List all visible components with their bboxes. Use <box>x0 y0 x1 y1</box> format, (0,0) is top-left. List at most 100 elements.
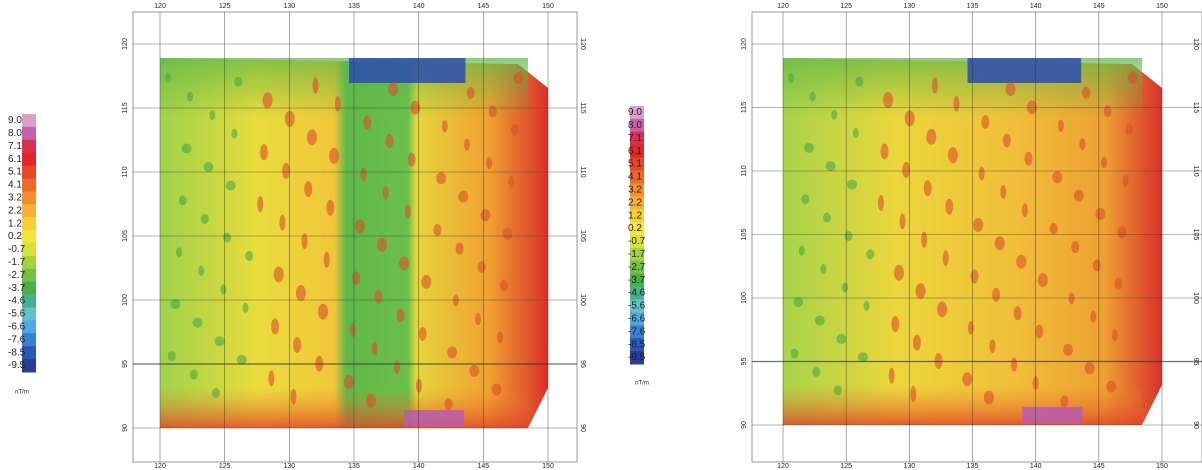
survey-feature <box>284 110 295 127</box>
survey-feature <box>912 334 921 351</box>
survey-feature <box>812 366 821 377</box>
survey-feature <box>1090 310 1097 323</box>
survey-feature <box>176 247 183 258</box>
colorbar-swatch <box>630 118 644 133</box>
colorbar-label: -5.6 <box>628 301 646 312</box>
survey-feature <box>262 92 273 109</box>
x-tick-label: 120 <box>154 3 166 10</box>
x-tick-label: 120 <box>154 463 166 470</box>
survey-feature <box>480 209 491 222</box>
y-tick-label: 105 <box>741 229 748 241</box>
survey-feature <box>178 195 187 206</box>
survey-feature <box>820 264 827 275</box>
colorbar-swatch <box>22 307 36 321</box>
survey-feature <box>352 271 361 286</box>
colorbar-label: 6.1 <box>8 154 22 165</box>
survey-feature <box>967 320 974 335</box>
y-tick-label: 115 <box>1192 102 1199 113</box>
survey-feature <box>847 179 858 190</box>
colorbar-label: -6.6 <box>8 321 26 332</box>
survey-feature <box>200 213 209 224</box>
colorbar-swatch <box>630 351 644 365</box>
colorbar-label: -3.7 <box>628 275 646 286</box>
survey-feature <box>421 274 432 289</box>
survey-feature <box>844 230 853 241</box>
survey-feature <box>1095 207 1106 220</box>
survey-feature <box>863 300 870 311</box>
survey-feature <box>793 297 804 308</box>
colorbar-swatch <box>630 299 644 313</box>
colorbar-swatch <box>630 260 644 275</box>
survey-feature <box>170 299 181 310</box>
colorbar-swatch <box>22 217 36 231</box>
y-tick-label: 110 <box>122 166 129 177</box>
survey-feature <box>209 110 216 121</box>
colorbar-swatch <box>630 222 644 236</box>
x-tick-label: 130 <box>283 463 295 470</box>
survey-feature <box>304 181 313 198</box>
survey-feature <box>841 282 848 293</box>
survey-feature <box>970 269 979 284</box>
colorbar-label: -0.7 <box>628 236 646 247</box>
survey-feature <box>271 318 280 335</box>
survey-feature <box>444 398 453 411</box>
colorbar-swatch <box>22 191 36 205</box>
survey-feature <box>223 232 232 243</box>
survey-feature <box>926 128 937 145</box>
map-frame <box>751 11 1202 463</box>
colorbar-label: -8.5 <box>628 339 646 350</box>
survey-feature <box>466 86 475 99</box>
colorbar-label: 8.0 <box>628 120 642 131</box>
colorbar-swatch <box>22 359 36 373</box>
survey-feature <box>1079 138 1086 151</box>
survey-feature <box>236 354 247 365</box>
survey-feature <box>365 393 376 408</box>
colorbar-label: -7.6 <box>628 326 646 337</box>
survey-feature <box>899 213 906 230</box>
survey-feature <box>242 302 249 313</box>
survey-feature <box>475 313 482 326</box>
survey-feature <box>904 110 915 127</box>
colorbar-label: -9.5 <box>628 352 646 363</box>
y-tick-label: 105 <box>1192 229 1199 241</box>
x-tick-label: 135 <box>348 463 360 470</box>
survey-feature <box>192 317 203 328</box>
survey-feature <box>978 166 985 181</box>
survey-feature <box>788 73 794 83</box>
colorbar-label: -4.6 <box>8 296 26 307</box>
survey-feature <box>447 346 458 359</box>
survey-feature <box>1103 105 1112 118</box>
x-tick-label: 135 <box>967 463 979 470</box>
survey-feature <box>499 279 508 292</box>
y-tick-label: 100 <box>1192 292 1199 304</box>
survey-feature <box>1111 329 1118 342</box>
x-tick-label: 145 <box>477 3 489 10</box>
survey-feature <box>399 256 410 271</box>
survey-feature <box>488 105 497 118</box>
survey-feature <box>181 143 192 154</box>
colorbar-swatch <box>22 152 36 167</box>
colorbar-swatch <box>22 114 36 128</box>
survey-feature <box>374 289 383 304</box>
survey-feature <box>231 128 238 139</box>
colorbar-swatch <box>630 131 644 146</box>
colorbar-swatch <box>22 178 36 192</box>
survey-feature <box>921 231 928 248</box>
y-tick-label: 105 <box>122 230 129 242</box>
survey-feature <box>833 385 842 396</box>
survey-feature <box>282 162 291 179</box>
survey-feature <box>312 77 319 94</box>
colorbar-label: 0.2 <box>628 223 642 234</box>
survey-feature <box>371 341 378 356</box>
x-tick-label: 125 <box>219 3 231 10</box>
colorbar-swatch <box>630 286 644 300</box>
survey-feature <box>1125 123 1134 136</box>
survey-feature <box>1071 241 1080 254</box>
survey-feature <box>836 333 847 344</box>
survey-feature <box>857 352 868 363</box>
x-tick-label: 150 <box>1156 463 1168 470</box>
survey-feature <box>931 77 938 94</box>
colorbar-label: 3.2 <box>8 192 22 203</box>
survey-feature <box>510 123 519 136</box>
survey-feature <box>1057 119 1064 132</box>
